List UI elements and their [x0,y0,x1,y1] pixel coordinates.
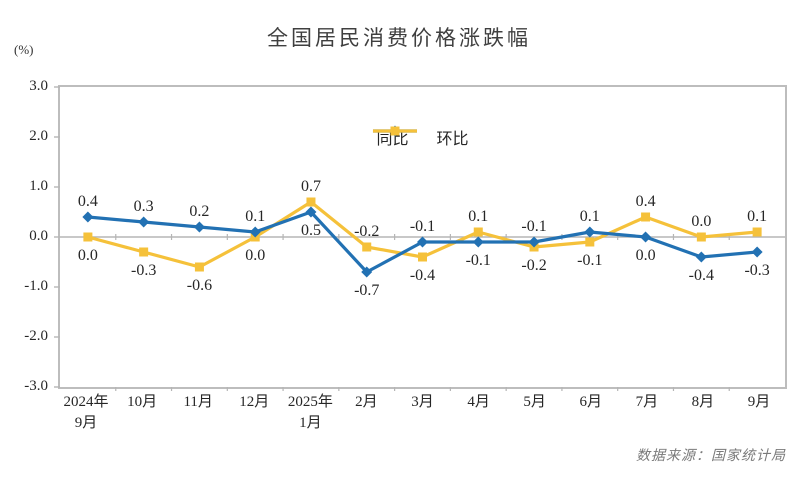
x-axis-label: 7月 [635,394,659,410]
x-axis-label: 10月 [127,394,158,410]
tongbi-marker [640,231,652,243]
huanbi-marker [306,197,316,207]
data-label: 0.0 [245,247,265,264]
x-axis-label: 2024年 9月 [63,394,109,431]
data-label: -0.3 [744,262,769,279]
huanbi-square-marker-icon [389,126,399,136]
tongbi-marker [528,236,540,248]
data-label: -0.2 [354,223,379,240]
data-label: 0.4 [636,193,656,210]
data-label: 0.0 [78,247,98,264]
x-axis-label: 4月 [467,394,490,410]
data-label: 0.1 [580,208,600,225]
x-axis-label: 2月 [355,394,378,410]
y-axis-unit-label: (%) [14,42,34,57]
tongbi-marker [695,251,707,263]
y-tick-label: -2.0 [24,328,48,344]
huanbi-marker [362,242,372,252]
tongbi-marker [751,246,763,258]
chart-legend: 同比 环比 [372,125,473,149]
legend-item-huanbi: 环比 [372,125,469,149]
tongbi-marker [584,226,596,238]
data-label: 0.1 [468,208,488,225]
data-label: -0.7 [354,282,379,299]
huanbi-marker [473,227,483,237]
data-label: -0.4 [410,267,435,284]
data-label: 0.1 [245,208,265,225]
x-axis-label: 5月 [523,394,546,410]
data-label: 0.5 [301,222,321,239]
data-label: 0.0 [691,213,711,230]
data-label: -0.1 [466,252,491,269]
data-label: -0.1 [521,218,546,235]
x-axis-labels: 2024年 9月 10月 11月 12月 2025年 1月 2月 3月 4月 5月 6月 7月 8月 9… [58,392,787,434]
data-label: -0.6 [187,277,212,294]
tongbi-marker [417,236,428,248]
y-tick-label: 1.0 [29,178,48,194]
chart-title: 全国居民消费价格涨跌幅 [267,27,531,50]
y-tick-label: -1.0 [24,278,48,294]
plot-area: 0.4 0.0 0.3 -0.3 0.2 -0.6 0.1 0.0 0.7 0.5 -0.2 -0.7… [54,85,787,391]
data-label: -0.1 [577,252,602,269]
tongbi-marker [138,216,150,228]
y-tick-label: 0.0 [29,228,48,244]
huanbi-marker [83,232,93,242]
data-label: 0.3 [134,198,154,215]
tongbi-marker [472,236,484,248]
tongbi-marker [82,211,94,223]
data-source-note: 数据来源：国家统计局 [636,449,786,464]
plot-svg: 0.4 0.0 0.3 -0.3 0.2 -0.6 0.1 0.0 0.7 0.5 -0.2 -0.7… [54,86,785,391]
x-axis-label: 8月 [691,394,715,410]
x-axis-label: 6月 [579,394,602,410]
huanbi-marker [585,237,595,247]
x-axis-label: 9月 [747,394,771,410]
tongbi-marker [193,221,205,233]
y-tick-label: 2.0 [29,128,48,144]
legend-label-tongbi: 同比 [376,131,409,148]
tongbi-marker [249,226,261,238]
data-label: 0.4 [78,193,98,210]
y-tick-label: 3.0 [29,78,48,94]
data-label: 0.7 [301,178,321,195]
tongbi-marker [361,266,373,278]
data-label: 0.0 [636,247,656,264]
data-label: -0.3 [131,262,156,279]
x-axis-label: 11月 [183,394,213,410]
data-label: -0.4 [689,267,714,284]
x-axis-label: 2025年 1月 [287,394,333,431]
huanbi-marker [696,232,706,242]
data-label: -0.2 [521,257,546,274]
huanbi-marker [752,227,762,237]
huanbi-marker [194,262,204,272]
huanbi-marker [641,212,651,222]
legend-label-huanbi: 环比 [436,131,469,148]
y-tick-label: -3.0 [24,378,48,394]
data-label: -0.1 [410,218,435,235]
huanbi-marker [139,247,149,257]
huanbi-marker [418,252,427,262]
data-label: 0.1 [747,208,767,225]
data-label: 0.2 [189,203,209,220]
x-axis-label: 12月 [239,394,270,410]
tongbi-marker [305,206,317,218]
huanbi-swatch-icon [372,126,417,136]
x-axis-label: 3月 [411,394,434,410]
